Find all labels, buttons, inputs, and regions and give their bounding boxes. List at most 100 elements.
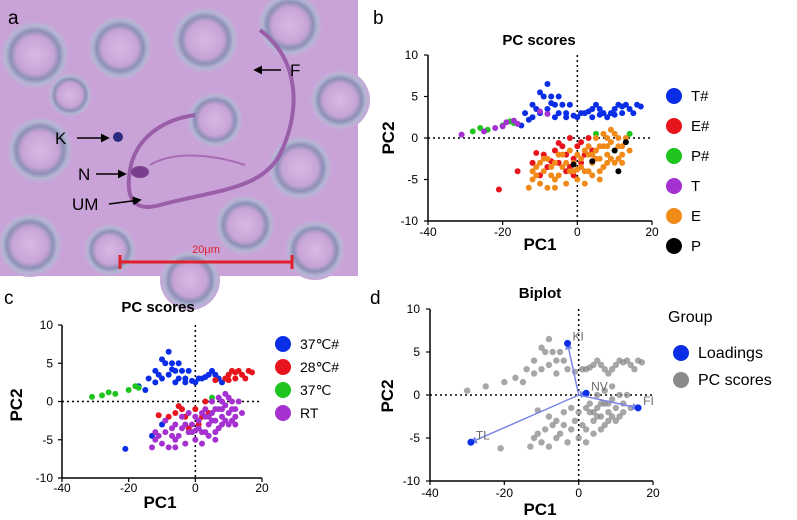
data-point xyxy=(619,110,626,117)
y-tick-label: -10 xyxy=(403,474,421,488)
data-point xyxy=(560,357,567,364)
data-point xyxy=(522,110,529,117)
legend-marker xyxy=(666,208,682,224)
scale-bar-label: 20μm xyxy=(192,244,220,256)
data-point xyxy=(152,379,159,386)
data-point xyxy=(215,425,222,432)
kinetoplast xyxy=(113,132,123,142)
data-point xyxy=(199,440,205,447)
panel-label-c: c xyxy=(4,288,14,309)
red-blood-cell xyxy=(84,224,136,276)
data-point xyxy=(563,159,570,166)
data-point xyxy=(622,135,629,141)
legend-label: RT xyxy=(300,405,319,421)
data-point xyxy=(556,430,564,437)
loading-point xyxy=(582,389,590,397)
legend-label: 37℃ xyxy=(300,382,331,398)
data-point xyxy=(620,409,627,416)
legend-marker xyxy=(275,359,291,375)
data-point xyxy=(589,172,596,179)
data-point xyxy=(585,168,592,175)
data-point xyxy=(534,430,541,437)
legend-marker xyxy=(666,238,682,254)
data-point xyxy=(596,105,603,112)
data-point xyxy=(162,360,169,367)
data-point xyxy=(232,413,239,420)
red-blood-cell xyxy=(172,7,238,73)
data-point xyxy=(225,421,232,428)
data-point xyxy=(578,155,585,162)
data-point xyxy=(600,130,607,137)
data-point xyxy=(219,406,225,413)
data-point xyxy=(563,110,570,117)
data-point xyxy=(578,139,585,146)
data-point xyxy=(607,139,614,146)
data-point xyxy=(540,168,547,175)
data-point xyxy=(235,398,242,405)
data-point xyxy=(239,409,245,416)
data-point xyxy=(192,427,199,434)
data-point xyxy=(594,404,601,412)
data-point xyxy=(503,119,510,126)
data-point xyxy=(623,357,631,364)
data-point xyxy=(544,105,551,112)
data-point xyxy=(622,139,629,146)
legend-label: 37℃# xyxy=(300,336,339,352)
data-point xyxy=(495,186,502,193)
data-point xyxy=(555,139,562,146)
data-point xyxy=(578,159,585,166)
data-point xyxy=(463,387,471,394)
data-point xyxy=(105,389,112,396)
data-point xyxy=(560,409,567,416)
pc-scores-chart-b: b PC scores -10 -5 0 5 10 -40 -20 0 20 PC1 PC2 T… xyxy=(373,8,710,255)
data-point xyxy=(544,184,551,191)
data-point xyxy=(179,367,185,374)
data-point xyxy=(581,180,588,187)
data-point xyxy=(530,370,538,377)
loading-label: FI xyxy=(643,394,654,408)
y-tick-label: -5 xyxy=(407,173,418,187)
label-f: F xyxy=(290,61,300,80)
loading-label: TL xyxy=(476,428,490,442)
data-point xyxy=(145,375,152,382)
data-point xyxy=(545,335,553,343)
data-point xyxy=(615,143,622,150)
data-point xyxy=(616,391,623,399)
data-point xyxy=(175,403,182,410)
data-point xyxy=(597,426,605,433)
data-point xyxy=(142,387,149,394)
chart-d-legend-title: Group xyxy=(668,309,713,326)
data-point xyxy=(545,443,553,450)
data-point xyxy=(219,398,225,405)
data-point xyxy=(527,443,534,450)
data-point xyxy=(555,93,562,100)
data-point xyxy=(530,357,538,364)
legend-marker xyxy=(673,345,689,361)
data-point xyxy=(549,421,556,429)
chart-d-title: Biplot xyxy=(519,285,562,302)
data-point xyxy=(155,371,162,378)
data-point xyxy=(604,135,611,141)
data-point xyxy=(544,81,551,88)
label-k: K xyxy=(55,129,67,148)
y-tick-label: 5 xyxy=(413,345,420,359)
data-point xyxy=(585,143,592,150)
data-point xyxy=(600,164,607,171)
data-point xyxy=(542,348,549,356)
y-tick-label: -10 xyxy=(401,214,419,228)
data-point xyxy=(553,357,560,364)
x-tick-label: -40 xyxy=(419,225,437,239)
data-point xyxy=(152,429,159,436)
data-point xyxy=(544,110,551,117)
data-point xyxy=(594,357,601,364)
data-point xyxy=(593,135,599,141)
data-point xyxy=(175,375,182,382)
chart-d-xlabel: PC1 xyxy=(523,500,556,519)
data-point xyxy=(482,383,489,390)
data-point xyxy=(563,180,570,187)
data-point xyxy=(612,361,620,369)
data-point xyxy=(623,391,631,399)
red-blood-cell xyxy=(1,21,69,89)
panel-label-a: a xyxy=(8,8,19,29)
